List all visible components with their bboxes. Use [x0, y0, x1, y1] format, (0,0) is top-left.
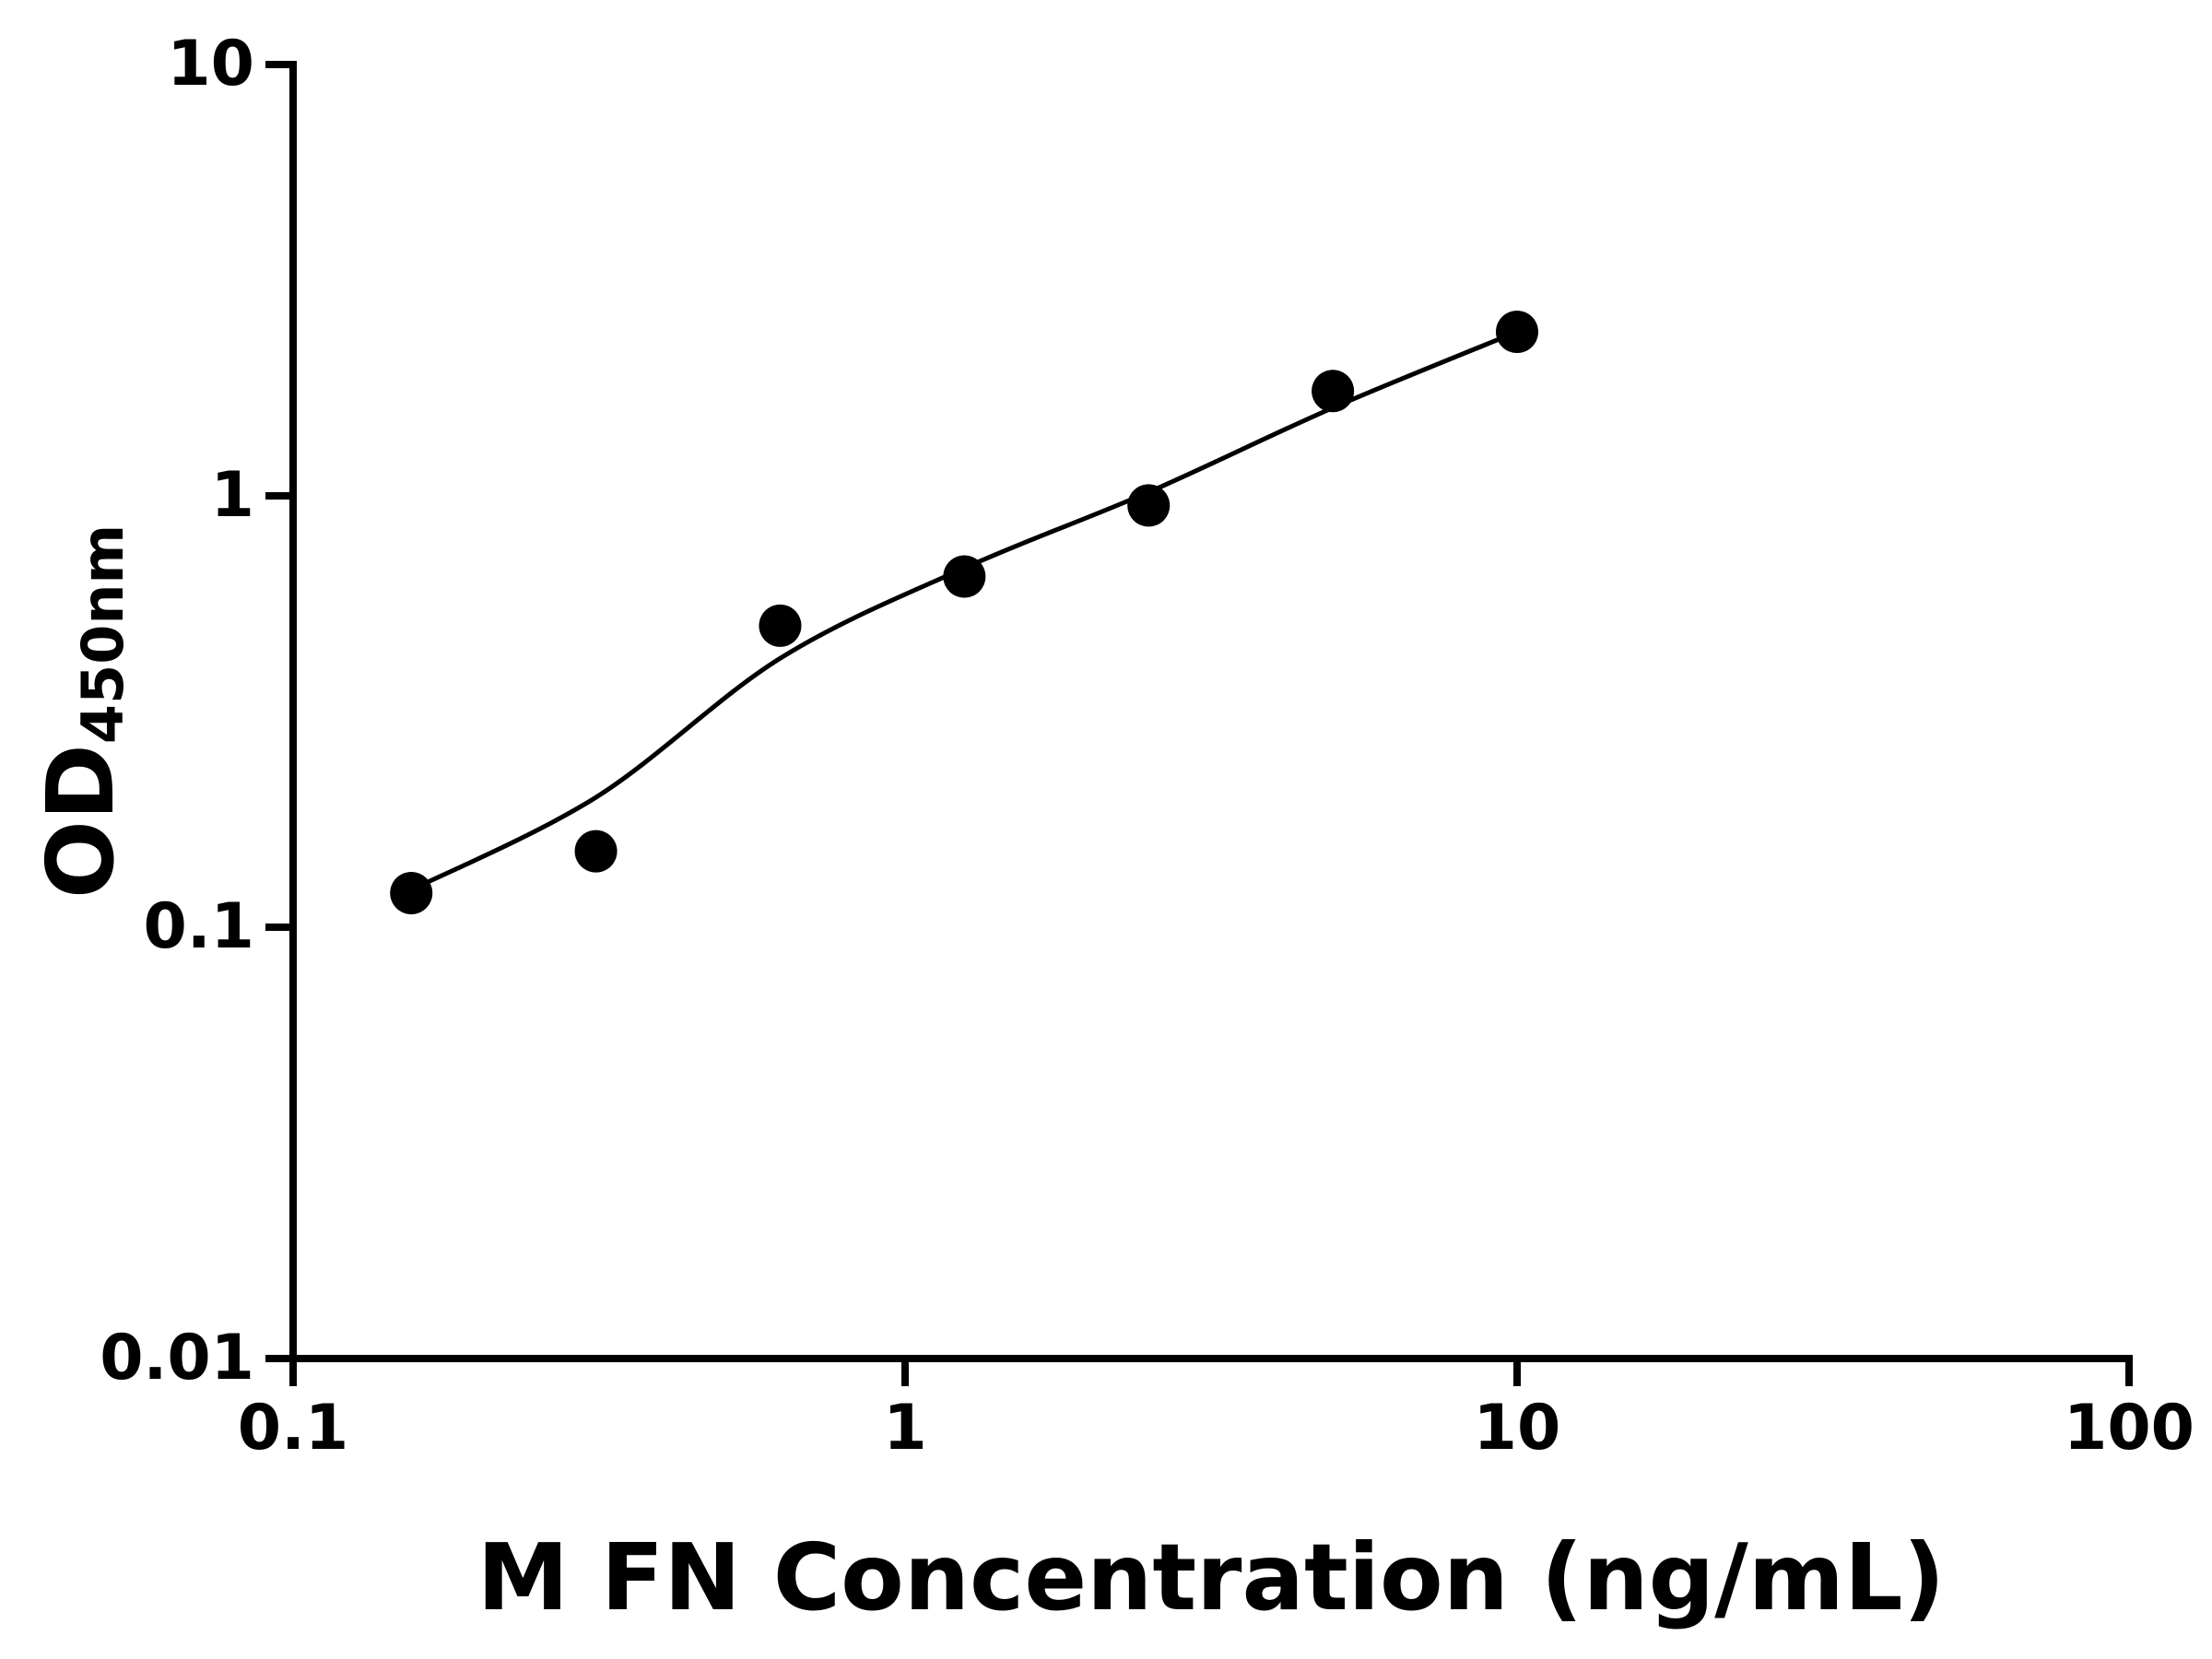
x-tick-label: 0.1 [237, 1392, 349, 1465]
data-point [1127, 484, 1171, 527]
x-tick-label: 10 [1473, 1392, 1561, 1465]
y-axis-title-subscript: 450nm [69, 524, 137, 745]
data-point [759, 604, 802, 647]
fit-curve [410, 329, 1518, 892]
data-point [1496, 311, 1538, 354]
y-tick-label: 0.01 [100, 1322, 254, 1394]
x-tick-label: 100 [2064, 1392, 2194, 1465]
data-point [574, 830, 618, 873]
y-tick-label: 0.1 [143, 890, 254, 963]
data-point [943, 555, 986, 598]
y-tick-label: 10 [167, 28, 254, 100]
y-axis-title-main: OD [27, 744, 135, 900]
data-point [1312, 370, 1355, 413]
y-axis-title: OD450nm [27, 524, 136, 899]
data-point [390, 871, 433, 914]
x-tick-label: 1 [883, 1392, 927, 1465]
x-axis-title: M FN Concentration (ng/mL) [477, 1524, 1946, 1631]
y-tick-label: 1 [210, 459, 254, 532]
